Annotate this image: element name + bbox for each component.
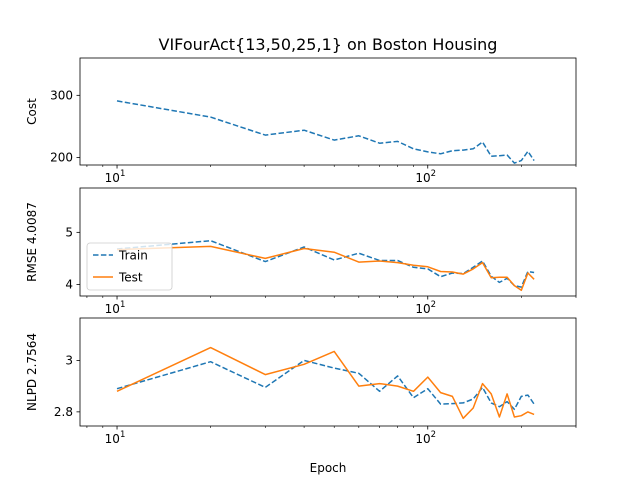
axes-frame [79,317,577,427]
legend: Train Test [86,242,173,291]
legend-label-test: Test [118,271,143,285]
y-axis-label: NLPD 2.7564 [25,333,39,411]
x-tick-label: 101 [105,169,126,185]
series-line-test [116,346,535,420]
figure-title: VIFourAct{13,50,25,1} on Boston Housing [159,35,498,54]
legend-frame [86,242,173,291]
axes-frame [79,57,577,166]
axes-frame [79,187,577,297]
subplot-2: 4 5 101 102 RMSE 4.0087 Train Test [25,187,577,316]
series-line-cost [116,100,535,164]
y-tick-label: 5 [65,225,73,239]
y-tick-label: 4 [65,278,73,292]
y-tick-label: 300 [50,88,73,102]
x-tick-label: 102 [415,430,436,446]
y-tick-label: 3 [65,353,73,367]
subplot-3: 2.8 3 101 102 NLPD 2.7564 [25,317,577,446]
x-tick-label: 101 [105,430,126,446]
series-line-train [116,359,535,411]
y-axis-label: RMSE 4.0087 [25,202,39,282]
legend-label-train: Train [118,249,148,263]
subplots: 200 300 101 102 Cost 4 5 101 102 RMSE 4.0087 Train… [25,57,577,446]
y-tick-label: 200 [50,151,73,165]
x-axis-label: Epoch [310,461,347,475]
y-axis-label: Cost [25,98,39,125]
x-tick-label: 102 [415,300,436,316]
subplot-1: 200 300 101 102 Cost [25,57,577,185]
y-tick-label: 2.8 [54,405,73,419]
x-tick-label: 101 [105,300,126,316]
x-tick-label: 102 [415,169,436,185]
series-line-test [116,245,535,292]
